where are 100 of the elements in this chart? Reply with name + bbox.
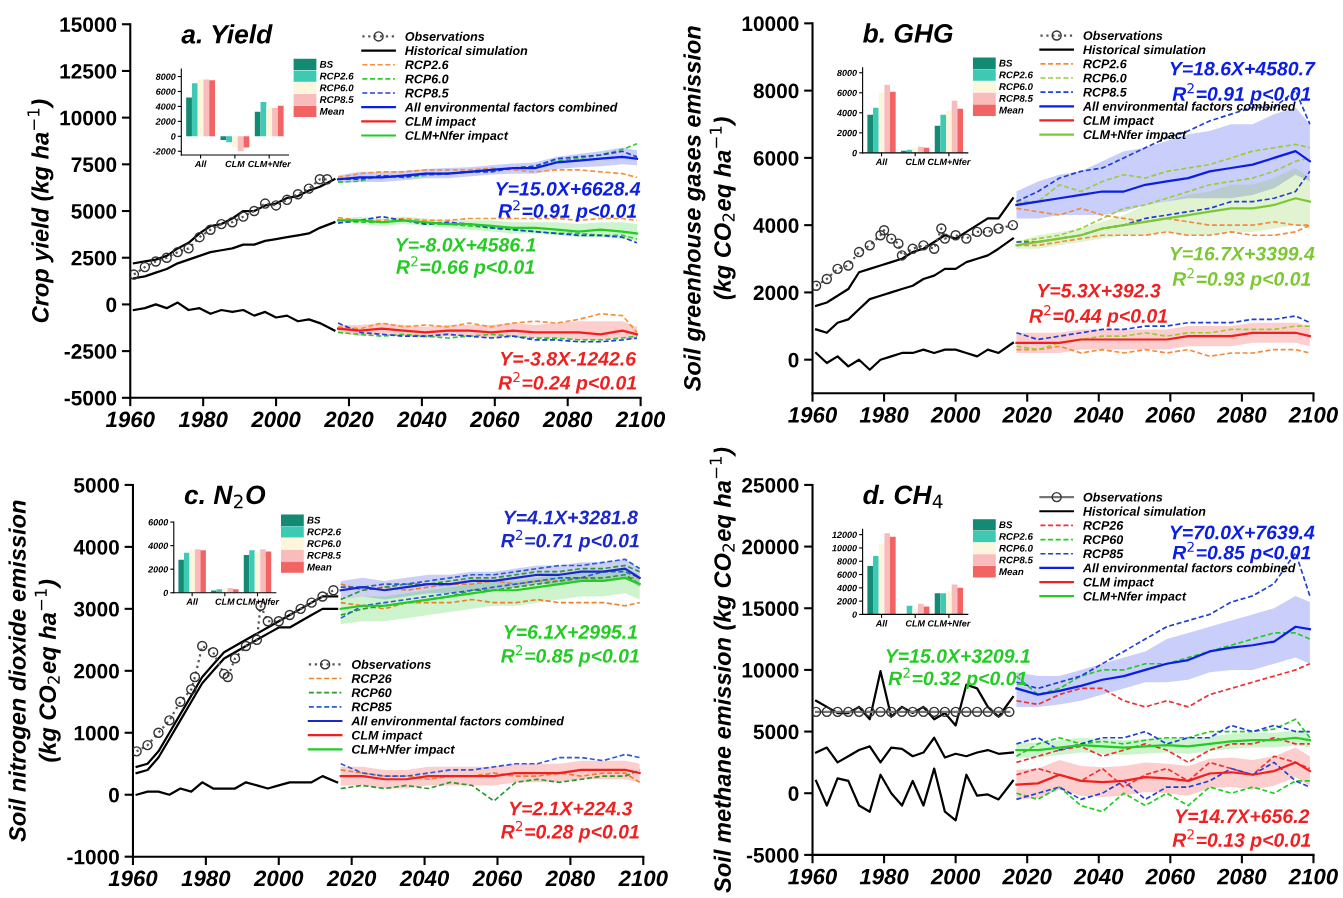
legend-label: RCP8.5	[999, 94, 1034, 102]
y-tick-label: 2000	[753, 285, 799, 301]
legend-label: RCP60	[351, 688, 392, 698]
legend-label: CLM impact	[405, 116, 477, 129]
x-tick-label: 2000	[253, 870, 304, 887]
annotation: R$^{2}$=0.85 p<0.01	[1172, 541, 1311, 564]
y-tick-label: 0	[171, 133, 176, 140]
legend-label: Mean	[999, 106, 1024, 114]
legend-label: RCP6.0	[319, 84, 354, 92]
x-tick-label: 1960	[105, 411, 155, 428]
y-tick-label: 0	[109, 787, 119, 803]
legend-label: RCP6.0	[999, 544, 1033, 552]
annotation: R$^{2}$=0.85 p<0.01	[501, 645, 639, 667]
y-tick-label: 4000	[73, 539, 119, 555]
y-axis-title: Soil nitrogen dioxide emission (kg CO$_{2}$eq ha$^{−1}$)	[8, 500, 61, 842]
y-tick-label: 7500	[71, 157, 117, 173]
legend-label: Historical simulation	[1083, 45, 1206, 55]
legend-label: RCP85	[1083, 549, 1124, 559]
y-tick-label: 15000	[60, 17, 117, 32]
legend-label: RCP8.5	[307, 551, 342, 559]
annotation: R$^{2}$=0.24 p<0.01	[498, 371, 637, 394]
y-tick-label: 4000	[155, 103, 176, 110]
y-tick-label: 12000	[832, 531, 857, 538]
legend-label: Observations	[351, 659, 431, 669]
legend-label: RCP6.0	[307, 540, 341, 548]
y-tick-label: -5000	[746, 847, 799, 863]
x-tick-label: 2000	[930, 407, 981, 423]
legend-label: RCP2.6	[999, 533, 1034, 540]
x-tick-label: CLM+Nfer	[236, 598, 280, 605]
x-tick-label: 2000	[930, 868, 981, 885]
y-tick-label: 5000	[71, 204, 117, 219]
annotation: Y=15.0X+3209.1	[886, 649, 1030, 663]
legend-label: RCP6.0	[405, 74, 449, 84]
legend-label: RCP2.6	[1083, 59, 1127, 69]
y-tick-label: -1000	[67, 849, 119, 865]
x-tick-label: 2100	[1288, 407, 1338, 423]
x-tick-label: 2040	[399, 870, 450, 887]
y-tick-label: 0	[788, 352, 799, 368]
y-tick-label: 2000	[155, 118, 176, 125]
y-tick-label: 2500	[71, 250, 117, 266]
y-axis-title: Soil greenhouse gases emission (kg CO$_{2}$eq ha$^{−1}$)	[683, 26, 736, 392]
legend-label: BS	[319, 60, 333, 68]
y-tick-label: 0	[852, 149, 857, 157]
annotation: R$^{2}$=0.93 p<0.01	[1172, 268, 1311, 290]
x-tick-label: 1980	[859, 407, 909, 423]
legend-label: Historical simulation	[405, 45, 528, 56]
x-tick-label: 1980	[859, 868, 909, 885]
y-tick-label: 8000	[837, 558, 857, 565]
annotation: Y=2.1X+224.3	[509, 801, 633, 816]
y-tick-label: 15000	[742, 601, 799, 616]
y-tick-label: 10000	[60, 110, 117, 126]
y-tick-label: -5000	[64, 390, 117, 406]
y-axis-title: Crop yield (kg ha$^{−1}$)	[27, 99, 54, 323]
y-tick-label: 0	[788, 786, 799, 801]
x-tick-label: 2060	[1145, 407, 1195, 423]
x-tick-label: 2060	[469, 411, 520, 428]
chart-title: b. GHG	[863, 23, 953, 43]
legend-label: RCP26	[351, 674, 392, 684]
x-tick-label: CLM	[225, 160, 245, 168]
y-axis-title: Soil methane emission (kg CO$_{2}$eq ha$^{−1}$)	[709, 447, 736, 893]
x-tick-label: CLM+Nfer	[927, 619, 971, 627]
chart-title: a. Yield	[181, 24, 273, 44]
y-tick-label: 6000	[837, 571, 857, 578]
x-tick-label: 2020	[323, 411, 374, 428]
legend-label: CLM+Nfer impact	[405, 130, 509, 143]
legend-label: Mean	[307, 563, 332, 571]
y-tick-label: 1000	[74, 725, 119, 741]
annotation: Y=16.7X+3399.4	[1170, 246, 1315, 261]
x-tick-label: 1960	[108, 870, 158, 887]
annotation: Y=-3.8X-1242.6	[500, 351, 637, 366]
legend-label: All environmental factors combined	[404, 102, 618, 112]
legend-label: Observations	[1083, 30, 1163, 41]
legend-label: Observations	[1083, 492, 1163, 502]
x-tick-label: 2080	[1216, 868, 1267, 885]
annotation: Y=14.7X+656.2	[1175, 809, 1310, 824]
x-tick-label: 2060	[472, 870, 522, 887]
x-tick-label: CLM	[905, 620, 926, 627]
x-tick-label: 1980	[181, 870, 231, 887]
y-tick-label: -2000	[152, 148, 176, 155]
annotation: Y=18.6X+4580.7	[1170, 61, 1316, 76]
annotation: Y=6.1X+2995.1	[504, 625, 637, 639]
annotation: Y=15.0X+6628.4	[496, 181, 641, 196]
x-tick-label: 2100	[618, 870, 668, 887]
legend-label: RCP2.6	[319, 72, 354, 80]
legend-label: RCP2.6	[999, 71, 1034, 79]
x-tick-label: 1960	[788, 407, 838, 423]
y-tick-label: 10000	[832, 544, 857, 552]
chart-title: c. N$_{2}$O	[184, 485, 266, 509]
y-tick-label: 3000	[73, 601, 119, 617]
x-tick-label: 2100	[1288, 868, 1338, 885]
x-tick-label: CLM+Nfer	[248, 160, 292, 168]
x-tick-label: All	[875, 619, 888, 627]
legend-label: RCP2.6	[405, 60, 449, 70]
y-tick-label: 4000	[753, 218, 799, 233]
x-tick-label: 2080	[542, 411, 593, 428]
x-tick-label: CLM	[905, 158, 926, 166]
y-tick-label: 6000	[753, 150, 799, 166]
legend-label: RCP26	[1083, 521, 1124, 530]
annotation: Y=-8.0X+4586.1	[396, 237, 536, 252]
x-tick-label: 2040	[1073, 868, 1124, 885]
